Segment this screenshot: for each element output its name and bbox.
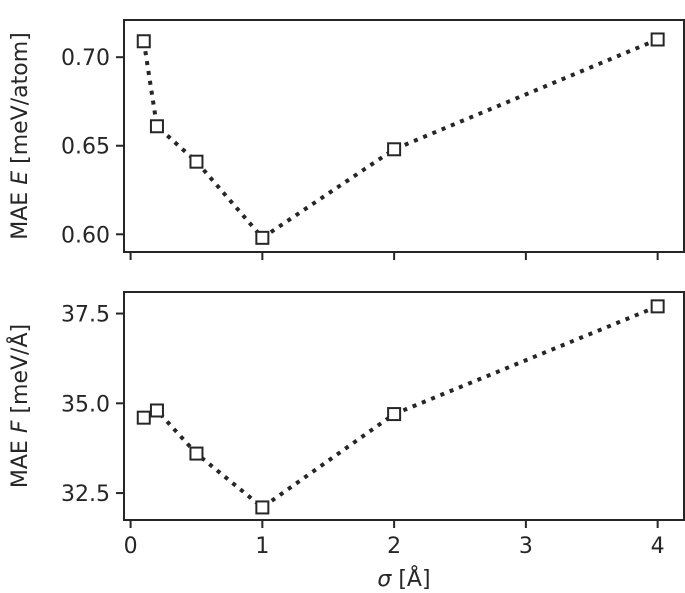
y-tick-label-force-0: 32.5 [61,482,110,507]
x-axis-label-symbol: σ [377,567,392,592]
x-tick-label-force-0: 0 [124,534,138,559]
x-tick-label-force-1: 1 [255,534,269,559]
y-axis-label-energy-symbol: E [8,171,33,185]
y-tick-label-energy-2: 0.70 [61,46,110,71]
x-tick-label-force-3: 3 [519,534,533,559]
y-axis-label-energy-prefix: MAE [8,185,33,240]
data-point-force-1 [149,403,164,418]
data-point-force-3 [255,500,270,515]
y-tick-label-energy-1: 0.65 [61,135,110,160]
ticks-force: 0 1 2 3 4 32.5 35.0 37.5 [61,303,665,559]
panel-force: 0 1 2 3 4 32.5 35.0 37.5 MAE F [meV/Å] σ [Å] [6,291,685,592]
x-axis-label: σ [Å] [377,565,430,592]
data-point-energy-1 [149,119,164,134]
data-point-force-4 [387,407,402,422]
data-point-force-0 [136,410,151,425]
data-point-energy-3 [255,230,270,245]
y-tick-label-energy-0: 0.60 [61,223,110,248]
plot-frame-energy [123,19,685,253]
y-axis-label-energy: MAE E [meV/atom] [8,32,33,239]
data-point-force-5 [650,299,665,314]
y-axis-label-force-symbol: F [8,420,33,433]
ticks-energy: 0.60 0.65 0.70 [61,46,659,260]
y-tick-label-force-1: 35.0 [61,392,110,417]
data-point-energy-5 [650,32,665,47]
data-point-energy-2 [189,154,204,169]
data-point-energy-0 [136,34,151,49]
x-axis-label-unit: [Å] [391,565,430,592]
x-tick-label-force-2: 2 [387,534,401,559]
panel-energy: 0.60 0.65 0.70 MAE E [meV/atom] [8,19,685,260]
x-tick-label-force-4: 4 [651,534,665,559]
y-axis-label-energy-unit: [meV/atom] [8,32,33,171]
data-marks-energy [136,32,665,245]
series-line-force-0 [142,304,659,510]
y-axis-label-force-unit: [meV/Å] [6,324,33,421]
y-tick-label-force-2: 37.5 [61,303,110,328]
data-marks-force [136,299,665,515]
data-point-energy-4 [387,142,402,157]
y-axis-label-force: MAE F [meV/Å] [6,324,33,488]
y-axis-label-force-prefix: MAE [8,433,33,488]
data-point-force-2 [189,446,204,461]
series-line-energy-0 [141,37,659,241]
plot-frame-force [123,291,685,521]
